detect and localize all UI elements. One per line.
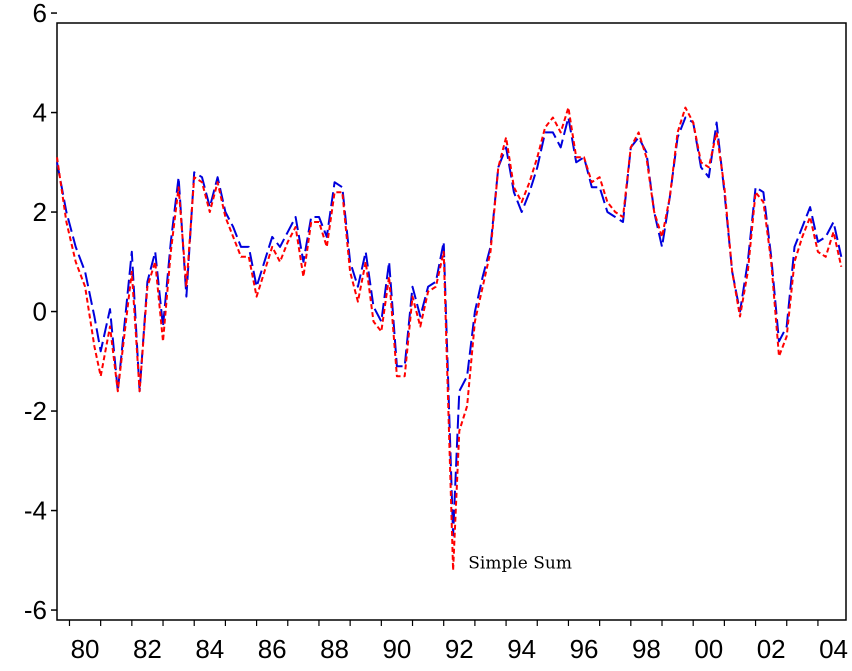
y-tick-label: 6 (33, 0, 47, 28)
x-tick-label: 92 (445, 634, 474, 664)
x-tick-label: 96 (570, 634, 599, 664)
x-tick-label: 02 (757, 634, 786, 664)
x-tick-label: 94 (507, 634, 536, 664)
plot-frame (56, 22, 847, 621)
y-tick-label: 0 (33, 297, 47, 327)
x-tick-label: 88 (320, 634, 349, 664)
x-tick-label: 00 (694, 634, 723, 664)
annotation-label: Simple Sum (468, 553, 572, 573)
y-tick-label: -2 (24, 396, 47, 426)
x-axis: 80 82 84 86 88 90 92 94 96 98 00 02 04 (68, 620, 848, 664)
series-line-1 (56, 116, 843, 537)
series-layer (56, 106, 843, 572)
y-tick-label: -6 (24, 595, 47, 625)
x-tick-label: 04 (819, 634, 848, 664)
x-tick-label: 80 (71, 634, 100, 664)
x-tick-label: 84 (195, 634, 224, 664)
x-tick-label: 86 (258, 634, 287, 664)
y-axis: -6 -4 -2 0 2 4 6 (24, 0, 57, 625)
annotation-layer: Simple Sum (468, 553, 572, 573)
x-tick-label: 90 (382, 634, 411, 664)
y-tick-label: 2 (33, 197, 47, 227)
y-tick-label: -4 (24, 496, 47, 526)
x-tick-label: 82 (133, 634, 162, 664)
y-tick-label: 4 (33, 98, 47, 128)
x-tick-label: 98 (632, 634, 661, 664)
